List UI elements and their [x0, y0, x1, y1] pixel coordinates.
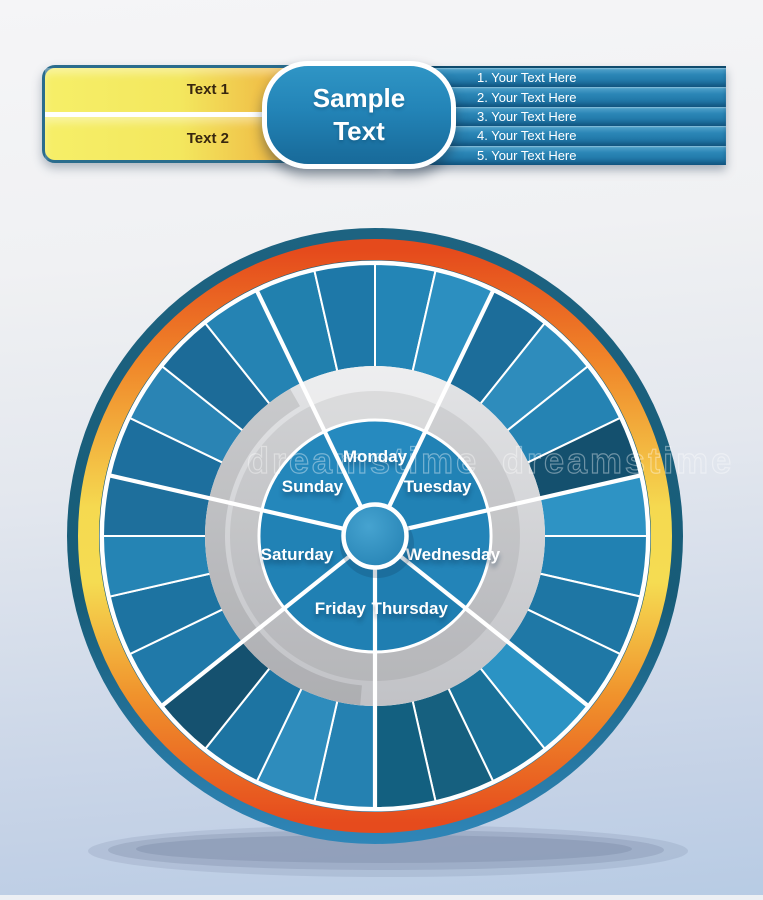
- list-item: 3. Your Text Here: [392, 106, 726, 127]
- ring-separator: [99, 260, 651, 812]
- day-label-wednesday: Wednesday: [406, 545, 501, 564]
- sample-text-line-2: Text: [333, 116, 385, 146]
- sector-divider: [404, 473, 641, 532]
- day-wedge-sunday: [260, 429, 378, 539]
- day-wedge-friday: [282, 532, 377, 654]
- sector-divider: [161, 553, 353, 707]
- day-wedge-thursday: [373, 532, 468, 654]
- list-item: 1. Your Text Here: [392, 68, 726, 88]
- day-label-tuesday: Tuesday: [404, 477, 472, 496]
- left-label-1: Text 1: [186, 81, 229, 99]
- gray-ring-highlight: [301, 365, 449, 432]
- color-ring: [78, 239, 672, 833]
- bottom-strip: [0, 895, 763, 900]
- list-item-text: 5. Your Text Here: [477, 147, 577, 163]
- hub-circle: [341, 502, 409, 570]
- sample-text-badge: Sample Text: [262, 61, 456, 169]
- day-label-saturday: Saturday: [261, 545, 334, 564]
- list-item-text: 4. Your Text Here: [477, 128, 577, 144]
- left-label-row-2: Text 2: [45, 117, 384, 161]
- divider: [45, 111, 384, 117]
- list-item-text: 2. Your Text Here: [477, 89, 577, 105]
- wheel-shadow: [108, 830, 664, 870]
- watermark-text: dreamstime: [502, 440, 734, 481]
- list-item: 2. Your Text Here: [392, 87, 726, 107]
- sector-divider: [255, 290, 364, 509]
- sector-divider: [386, 290, 495, 509]
- day-label-friday: Friday: [315, 599, 367, 618]
- list-item-text: 3. Your Text Here: [477, 109, 577, 125]
- sample-text-line-1: Sample: [312, 82, 406, 113]
- day-label-monday: Monday: [343, 447, 408, 466]
- sector-divider: [109, 473, 346, 532]
- wheel-shadow: [136, 835, 632, 863]
- numbered-list-panel: 1. Your Text Here 2. Your Text Here 3. Y…: [392, 66, 726, 166]
- left-label-2: Text 2: [186, 129, 229, 147]
- left-label-row-1: Text 1: [45, 68, 384, 112]
- sector-divider: [397, 553, 589, 707]
- wheel-shadow: [88, 825, 688, 877]
- list-item: 5. Your Text Here: [392, 145, 726, 166]
- day-wedge-tuesday: [372, 429, 490, 539]
- watermark-text: dreamstime: [247, 440, 479, 481]
- day-label-thursday: Thursday: [371, 599, 448, 618]
- day-label-sunday: Sunday: [282, 477, 344, 496]
- gray-ring-shadow: [205, 388, 362, 706]
- day-wedge-monday: [322, 418, 428, 540]
- list-item-text: 1. Your Text Here: [477, 70, 577, 86]
- list-item: 4. Your Text Here: [392, 126, 726, 146]
